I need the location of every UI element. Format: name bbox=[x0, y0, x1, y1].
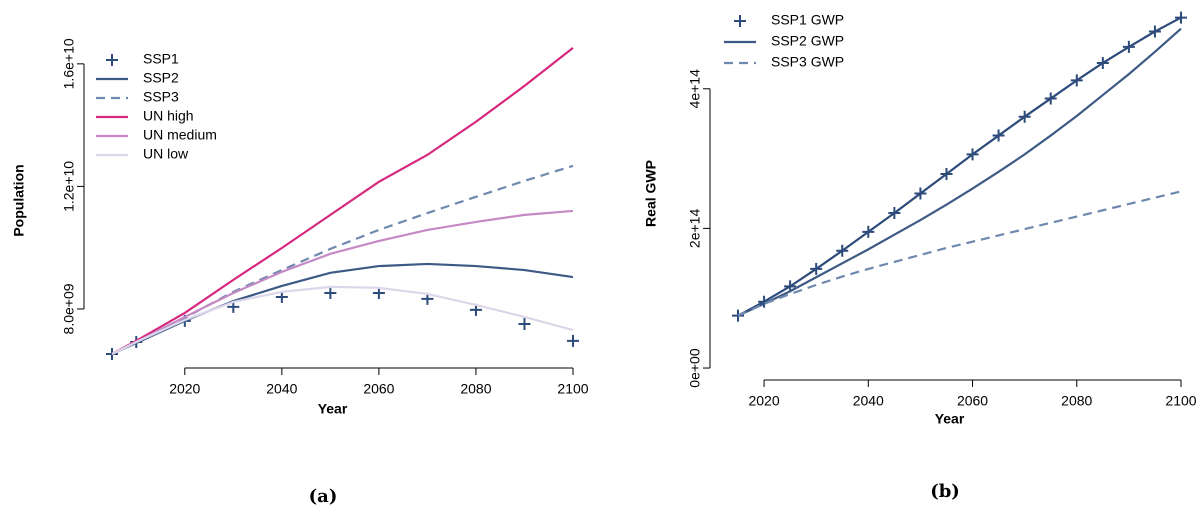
point-marker bbox=[1175, 11, 1187, 24]
legend-label: SSP3 GWP bbox=[771, 54, 844, 70]
series-line bbox=[111, 285, 574, 355]
point-marker bbox=[1096, 56, 1109, 69]
caption: (a) bbox=[309, 486, 338, 507]
point-marker bbox=[914, 187, 927, 200]
point-marker bbox=[1018, 110, 1031, 123]
series-line bbox=[737, 190, 1182, 317]
x-tick-label: 2080 bbox=[1061, 393, 1092, 409]
x-axis-title: Year bbox=[318, 401, 348, 417]
y-tick-label: 1.6e+10 bbox=[61, 38, 77, 89]
x-tick-label: 2060 bbox=[363, 381, 394, 397]
legend-label: UN medium bbox=[143, 127, 217, 143]
point-marker bbox=[567, 334, 579, 347]
point-marker bbox=[1070, 74, 1083, 87]
legend-symbol bbox=[734, 15, 746, 27]
legend-label: SSP3 bbox=[143, 89, 179, 105]
point-marker bbox=[888, 207, 901, 220]
x-tick-label: 2080 bbox=[460, 381, 491, 397]
y-tick-label: 4e+14 bbox=[687, 69, 703, 109]
x-axis-title: Year bbox=[935, 411, 965, 427]
point-marker bbox=[940, 167, 953, 180]
legend-symbol bbox=[106, 54, 118, 66]
legend-label: UN high bbox=[143, 108, 194, 124]
series-line bbox=[737, 16, 1182, 317]
point-marker bbox=[324, 287, 337, 300]
series-line bbox=[737, 27, 1182, 317]
y-axis-title: Real GWP bbox=[643, 160, 659, 227]
x-tick-label: 2020 bbox=[748, 393, 779, 409]
legend-label: SSP1 bbox=[143, 51, 179, 67]
point-marker bbox=[992, 129, 1005, 142]
point-marker bbox=[518, 317, 531, 330]
legend-label: SSP2 GWP bbox=[771, 33, 844, 49]
point-marker bbox=[810, 262, 823, 275]
point-marker bbox=[1044, 92, 1057, 105]
series-line bbox=[111, 262, 574, 356]
legend-label: SSP1 GWP bbox=[771, 12, 844, 28]
point-marker bbox=[1122, 40, 1135, 53]
x-tick-label: 2020 bbox=[169, 381, 200, 397]
y-axis-title: Population bbox=[11, 164, 27, 236]
point-marker bbox=[966, 148, 979, 161]
y-tick-label: 2e+14 bbox=[687, 209, 703, 249]
point-marker bbox=[732, 309, 744, 322]
point-marker bbox=[275, 291, 288, 304]
series-line bbox=[111, 209, 574, 355]
point-marker bbox=[1148, 25, 1161, 38]
point-marker bbox=[836, 244, 849, 257]
legend-label: SSP2 bbox=[143, 70, 179, 86]
y-tick-label: 1.2e+10 bbox=[61, 161, 77, 212]
x-tick-label: 2040 bbox=[266, 381, 297, 397]
legend-label: UN low bbox=[143, 146, 189, 162]
series-line bbox=[111, 47, 574, 355]
y-tick-label: 8.0e+09 bbox=[61, 283, 77, 334]
point-marker bbox=[862, 225, 875, 238]
series-line bbox=[111, 164, 574, 355]
x-tick-label: 2040 bbox=[853, 393, 884, 409]
x-tick-label: 2060 bbox=[957, 393, 988, 409]
x-tick-label: 2100 bbox=[1165, 393, 1196, 409]
point-marker bbox=[372, 287, 385, 300]
y-tick-label: 0e+00 bbox=[687, 348, 703, 388]
caption: (b) bbox=[930, 481, 960, 502]
x-tick-label: 2100 bbox=[557, 381, 588, 397]
